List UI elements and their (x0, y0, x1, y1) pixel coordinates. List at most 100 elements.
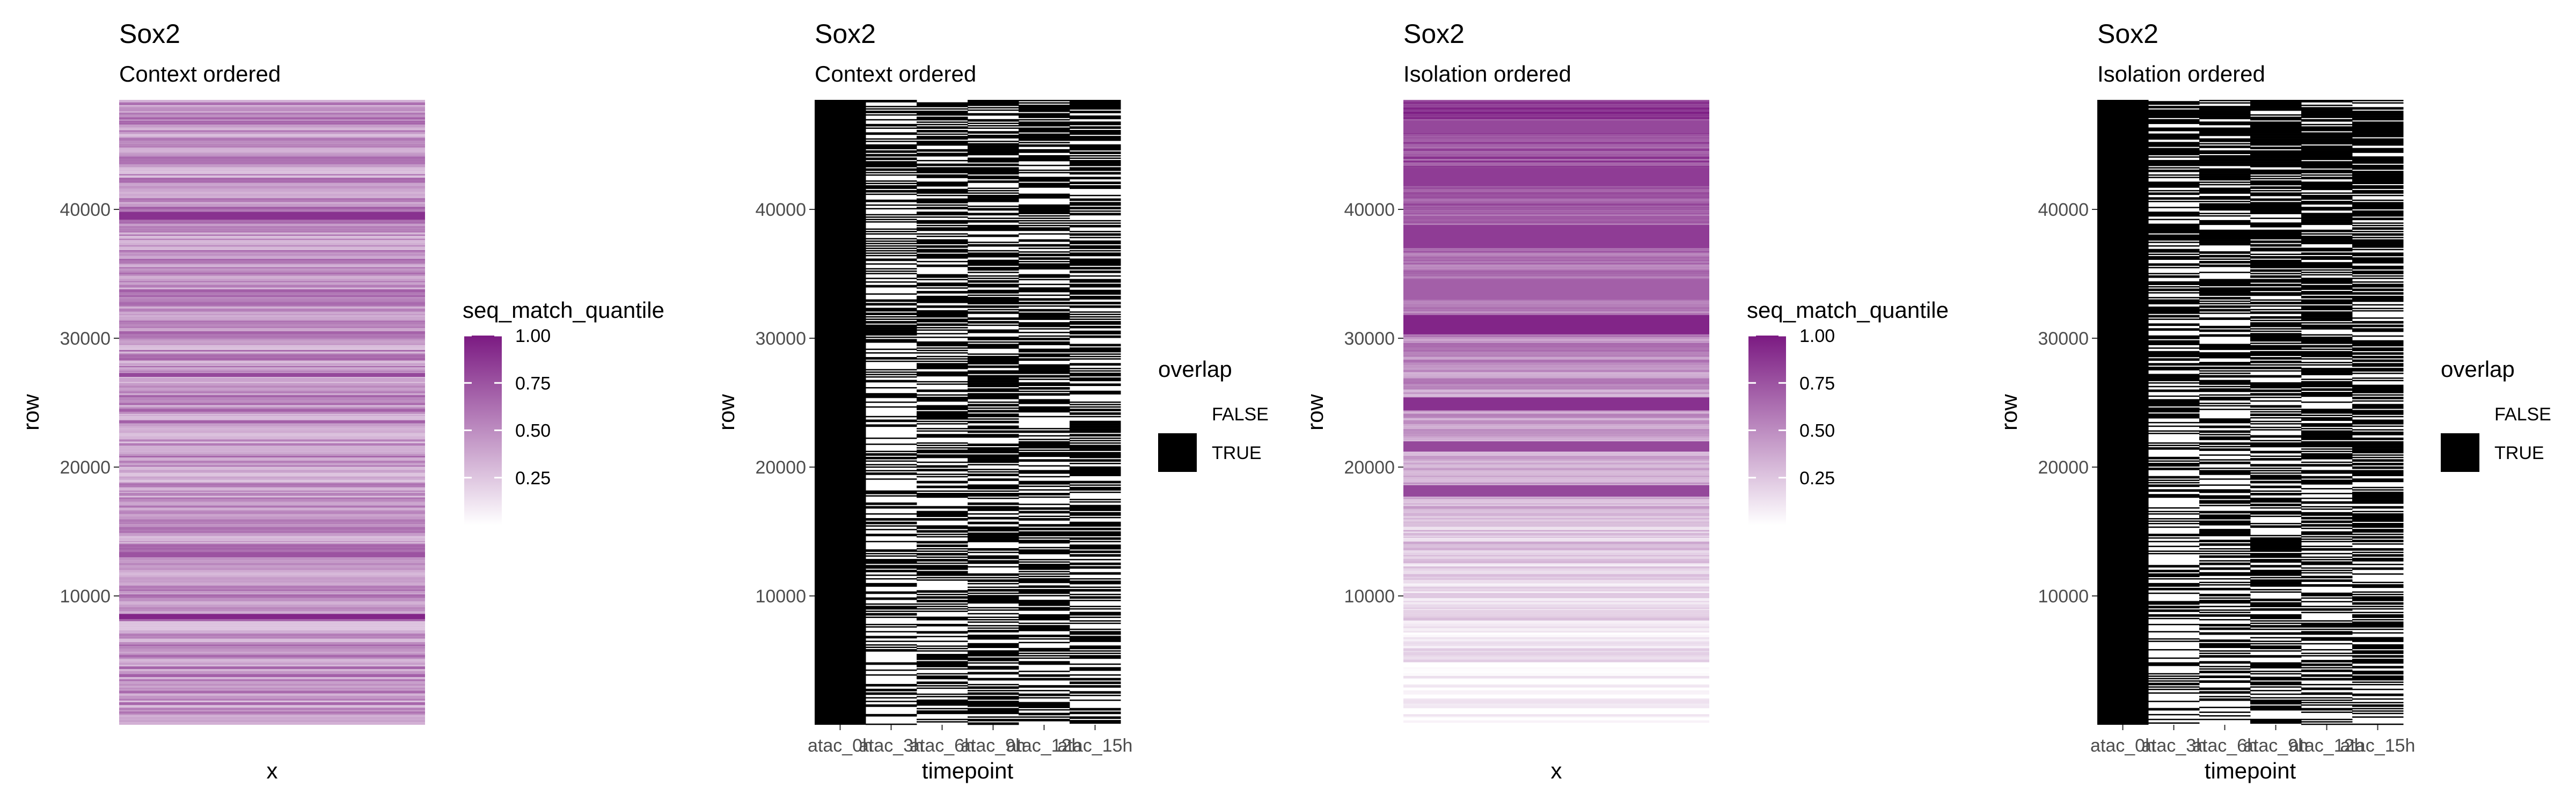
heatmap-cell (1403, 668, 1709, 672)
heatmap-cell (968, 228, 1019, 230)
heatmap-cell (968, 398, 1019, 399)
heatmap-cell (1403, 196, 1709, 198)
heatmap-cell (968, 416, 1019, 418)
heatmap-cell (2148, 177, 2200, 178)
heatmap-column-atac_9h (2250, 100, 2302, 724)
heatmap-cell (2352, 612, 2404, 614)
heatmap-cell (2301, 572, 2353, 574)
heatmap-cell (968, 113, 1019, 115)
heatmap-cell (2301, 639, 2353, 641)
heatmap-cell (2250, 452, 2302, 454)
heatmap-cell (2250, 169, 2302, 171)
heatmap-cell (1403, 623, 1709, 627)
heatmap-cell (2352, 330, 2404, 332)
heatmap-cell (968, 254, 1019, 257)
heatmap-cell (2301, 481, 2353, 483)
heatmap-cell (1403, 720, 1709, 723)
heatmap-cell (2250, 152, 2302, 155)
heatmap-cell (2199, 530, 2251, 532)
heatmap-cell (2199, 535, 2251, 536)
heatmap-cell (1403, 536, 1709, 538)
heatmap-cell (2148, 673, 2200, 675)
heatmap-cell (119, 443, 425, 446)
heatmap-cell (968, 355, 1019, 358)
heatmap-cell (2352, 501, 2404, 503)
heatmap-cell (1019, 609, 1070, 611)
heatmap-cell (2352, 329, 2404, 331)
heatmap-cell (119, 270, 425, 273)
heatmap-cell (2250, 625, 2302, 627)
heatmap-cell (968, 495, 1019, 497)
heatmap-cell (2301, 479, 2353, 481)
heatmap-cell (2250, 440, 2302, 442)
heatmap-cell (917, 214, 968, 216)
heatmap-cell (968, 285, 1019, 287)
heatmap-cell (2301, 671, 2353, 672)
heatmap-cell (2250, 132, 2302, 134)
heatmap-cell (1403, 206, 1709, 207)
heatmap-cell (1070, 311, 1121, 313)
heatmap-cell (2148, 518, 2200, 520)
heatmap-cell (917, 456, 968, 458)
heatmap-cell (1019, 123, 1070, 126)
heatmap-cell (2301, 414, 2353, 417)
heatmap-cell (1403, 392, 1709, 395)
heatmap-cell (2148, 409, 2200, 410)
heatmap-cell (119, 512, 425, 514)
heatmap-cell (119, 401, 425, 403)
heatmap-cells (815, 100, 1121, 725)
heatmap-cell (968, 209, 1019, 211)
chart-subtitle: Isolation ordered (1403, 61, 1571, 86)
heatmap-cell (917, 310, 968, 312)
heatmap-cell (2352, 308, 2404, 309)
heatmap-cell (2301, 257, 2353, 259)
heatmap-cell (2352, 268, 2404, 270)
heatmap-cell (119, 363, 425, 365)
heatmap-cell (1019, 267, 1070, 268)
heatmap-cell (2148, 584, 2200, 586)
heatmap-cell (2250, 420, 2302, 423)
heatmap-cell (119, 604, 425, 607)
heatmap-cell (866, 685, 917, 687)
heatmap-cell (917, 685, 968, 687)
heatmap-cell (1403, 613, 1709, 617)
heatmap-cell (2352, 412, 2404, 414)
heatmap-cell (866, 123, 917, 126)
heatmap-cell (1070, 108, 1121, 110)
heatmap-cell (2352, 413, 2404, 415)
heatmap-cell (2301, 263, 2353, 265)
heatmap-cell (1403, 574, 1709, 576)
heatmap-cell (2199, 625, 2251, 627)
heatmap-cell (1019, 693, 1070, 695)
heatmap-cell (2352, 398, 2404, 399)
heatmap-cell (2352, 389, 2404, 391)
heatmap-cell (1070, 333, 1121, 334)
heatmap-cell (2352, 167, 2404, 169)
heatmap-cell (2148, 171, 2200, 172)
heatmap-cell (2301, 317, 2353, 319)
heatmap-cell (2250, 194, 2302, 196)
heatmap-cell (2250, 464, 2302, 465)
heatmap-cell (2199, 143, 2251, 145)
heatmap-cell (2352, 675, 2404, 677)
heatmap-cell (1070, 380, 1121, 382)
heatmap-cell (2250, 161, 2302, 163)
heatmap-cell (119, 102, 425, 103)
heatmap-cell (2352, 651, 2404, 653)
heatmap-cell (1070, 373, 1121, 374)
heatmap-cell (917, 676, 968, 678)
heatmap-cell (119, 272, 425, 275)
heatmap-cell (2250, 656, 2302, 658)
heatmap-cell (866, 381, 917, 383)
heatmap-cell (1019, 703, 1070, 705)
heatmap-cell (2148, 340, 2200, 342)
heatmap-cell (1019, 550, 1070, 552)
heatmap-cell (2352, 557, 2404, 559)
heatmap-cell (119, 370, 425, 372)
heatmap-cell (1070, 384, 1121, 387)
heatmap-cell (2250, 119, 2302, 121)
heatmap-cell (2250, 682, 2302, 685)
heatmap-cell (2250, 486, 2302, 489)
heatmap-cell (968, 504, 1019, 505)
heatmap-cell (1403, 578, 1709, 580)
